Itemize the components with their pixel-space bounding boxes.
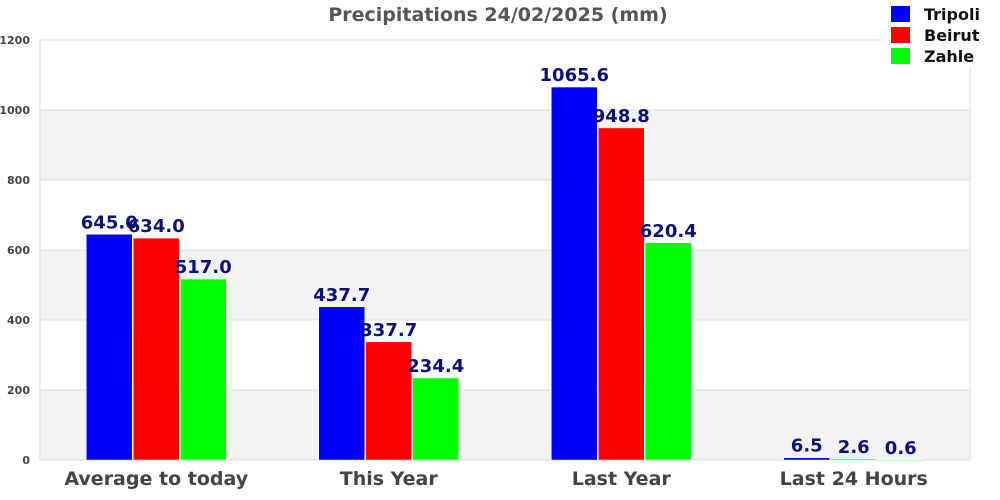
y-tick-label: 200 (7, 384, 30, 397)
x-tick-label: Last Year (572, 468, 672, 490)
bar-zahle-1 (180, 278, 227, 461)
data-label: 6.5 (791, 436, 823, 457)
bar-zahle-3 (645, 242, 692, 461)
legend-swatch-zahle (891, 48, 910, 64)
data-label: 1065.6 (540, 65, 609, 86)
y-tick-label: 800 (7, 174, 30, 187)
grid-band (40, 110, 970, 180)
bar-tripoli-1 (86, 234, 133, 461)
bar-beirut-1 (133, 237, 180, 461)
legend-swatch-beirut (891, 27, 910, 43)
x-axis-ticks: Average to today This Year Last Year Last 2… (64, 468, 927, 490)
y-axis-ticks: 0 200 400 600 800 1000 1200 (0, 34, 30, 467)
data-label: 517.0 (175, 257, 232, 278)
bar-zahle-2 (412, 377, 459, 461)
bar-tripoli-4 (783, 457, 830, 461)
bar-beirut-2 (365, 341, 412, 461)
data-label: 645.0 (81, 212, 138, 233)
bar-zahle-4 (877, 459, 924, 461)
legend-swatch-tripoli (891, 6, 910, 22)
data-label: 337.7 (360, 320, 417, 341)
legend-label-zahle: Zahle (924, 47, 974, 66)
y-tick-label: 0 (22, 454, 30, 467)
data-label: 0.6 (885, 438, 917, 459)
x-tick-label: Average to today (64, 468, 248, 490)
data-label: 234.4 (407, 356, 464, 377)
data-label: 437.7 (313, 285, 370, 306)
y-tick-label: 1200 (0, 34, 30, 47)
y-tick-label: 400 (7, 314, 30, 327)
x-tick-label: This Year (340, 468, 439, 490)
x-tick-label: Last 24 Hours (780, 468, 928, 490)
bars (86, 86, 924, 461)
y-tick-label: 600 (7, 244, 30, 257)
grid-bands (40, 40, 970, 460)
legend-label-tripoli: Tripoli (924, 5, 980, 24)
grid-band (40, 180, 970, 250)
legend: Tripoli Beirut Zahle (883, 0, 1000, 68)
bar-tripoli-2 (318, 306, 365, 461)
y-tick-label: 1000 (0, 104, 30, 117)
data-label: 620.4 (640, 221, 697, 242)
bar-beirut-4 (830, 458, 877, 461)
data-label: 948.8 (593, 106, 650, 127)
data-label: 2.6 (838, 437, 870, 458)
grid-band (40, 40, 970, 110)
chart-title: Precipitations 24/02/2025 (mm) (328, 4, 667, 26)
bar-beirut-3 (598, 127, 645, 461)
legend-label-beirut: Beirut (924, 26, 980, 45)
bar-tripoli-3 (551, 86, 598, 461)
data-label: 634.0 (128, 216, 185, 237)
